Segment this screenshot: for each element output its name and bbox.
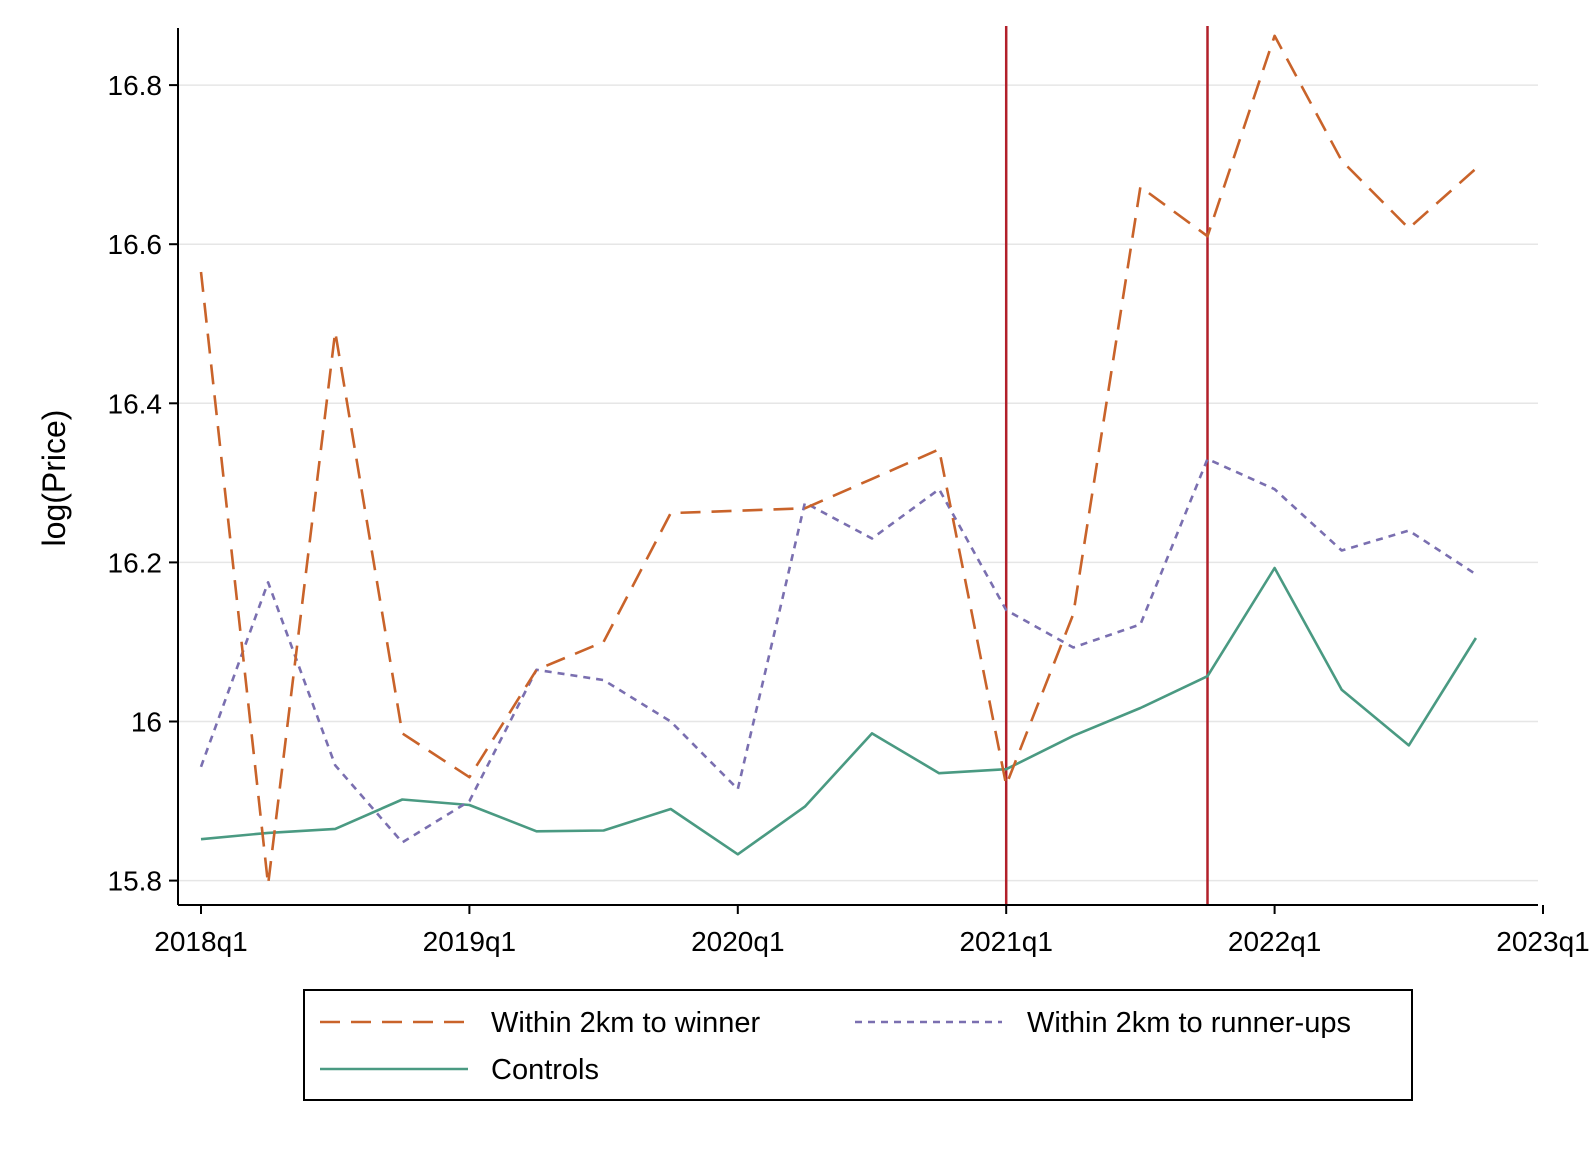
legend-label: Controls <box>491 1054 599 1086</box>
legend-item: Within 2km to runner-ups <box>855 1007 1351 1039</box>
legend: Within 2km to winner Within 2km to runner… <box>303 989 1413 1101</box>
y-tick-label: 16.6 <box>108 229 163 260</box>
legend-item: Controls <box>320 1054 599 1086</box>
x-tick-label: 2021q1 <box>959 926 1052 957</box>
y-tick-label: 16.8 <box>108 70 163 101</box>
series-line <box>199 34 1477 886</box>
y-tick-label: 16 <box>131 707 162 738</box>
reference-lines <box>1004 26 1209 905</box>
y-axis-title: log(Price) <box>36 410 72 547</box>
y-tick-label: 15.8 <box>108 866 163 897</box>
x-tick-label: 2022q1 <box>1228 926 1321 957</box>
x-tick-label: 2023q1 <box>1496 926 1589 957</box>
x-tick-label: 2018q1 <box>154 926 247 957</box>
legend-box <box>303 989 1413 1101</box>
series-line <box>200 566 1478 856</box>
series-line <box>199 457 1477 844</box>
series-controls <box>200 566 1478 856</box>
x-tick-label: 2019q1 <box>423 926 516 957</box>
series-within-2km-to-runner-ups <box>199 457 1477 844</box>
y-tick-label: 16.2 <box>108 547 163 578</box>
series-layer <box>199 34 1478 886</box>
legend-label: Within 2km to winner <box>491 1007 760 1039</box>
legend-label: Within 2km to runner-ups <box>1027 1007 1351 1039</box>
gridlines <box>178 84 1538 882</box>
series-within-2km-to-winner <box>199 34 1477 886</box>
axes: 15.8 16 16.2 16.4 16.6 16.8 2018q1 2019q1 2020q1… <box>108 28 1590 957</box>
y-tick-label: 16.4 <box>108 388 163 419</box>
x-tick-label: 2020q1 <box>691 926 784 957</box>
legend-item: Within 2km to winner <box>320 1007 760 1039</box>
